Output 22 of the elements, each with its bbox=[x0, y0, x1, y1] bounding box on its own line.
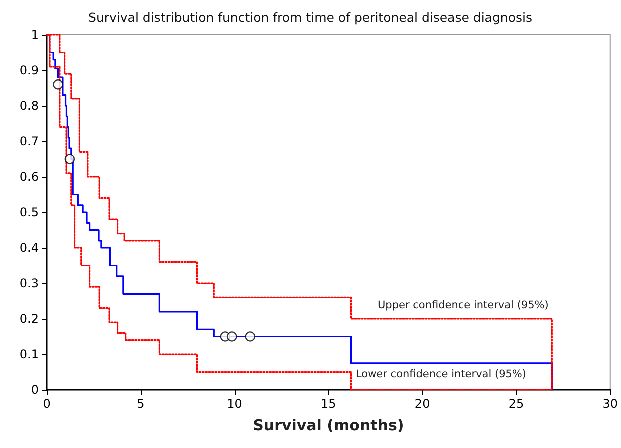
y-tick-label: 0.8 bbox=[20, 99, 39, 113]
y-tick-label: 0.7 bbox=[20, 134, 39, 148]
chart-title: Survival distribution function from time of peritoneal disease diagnosis bbox=[88, 10, 532, 25]
x-tick-label: 15 bbox=[321, 397, 336, 411]
y-tick-label: 0.6 bbox=[20, 170, 39, 184]
y-tick-label: 0.9 bbox=[20, 64, 39, 78]
x-tick-label: 20 bbox=[414, 397, 430, 411]
x-tick-label: 10 bbox=[227, 397, 242, 411]
x-tick-label: 0 bbox=[43, 397, 51, 411]
x-tick-label: 5 bbox=[137, 397, 145, 411]
y-tick-label: 0.5 bbox=[20, 206, 39, 220]
y-tick-label: 0.3 bbox=[20, 276, 39, 290]
y-tick-label: 0 bbox=[31, 383, 39, 397]
annotation: Upper confidence interval (95%) bbox=[378, 300, 549, 312]
x-tick-label: 25 bbox=[508, 397, 524, 411]
y-tick-label: 0.4 bbox=[20, 241, 39, 255]
annotation: Lower confidence interval (95%) bbox=[356, 368, 527, 380]
y-tick-label: 0.1 bbox=[20, 348, 39, 362]
x-axis-title: Survival (months) bbox=[253, 416, 404, 434]
y-tick-label: 0.2 bbox=[20, 312, 39, 326]
x-tick-label: 30 bbox=[602, 397, 618, 411]
y-tick-label: 1 bbox=[31, 28, 39, 42]
